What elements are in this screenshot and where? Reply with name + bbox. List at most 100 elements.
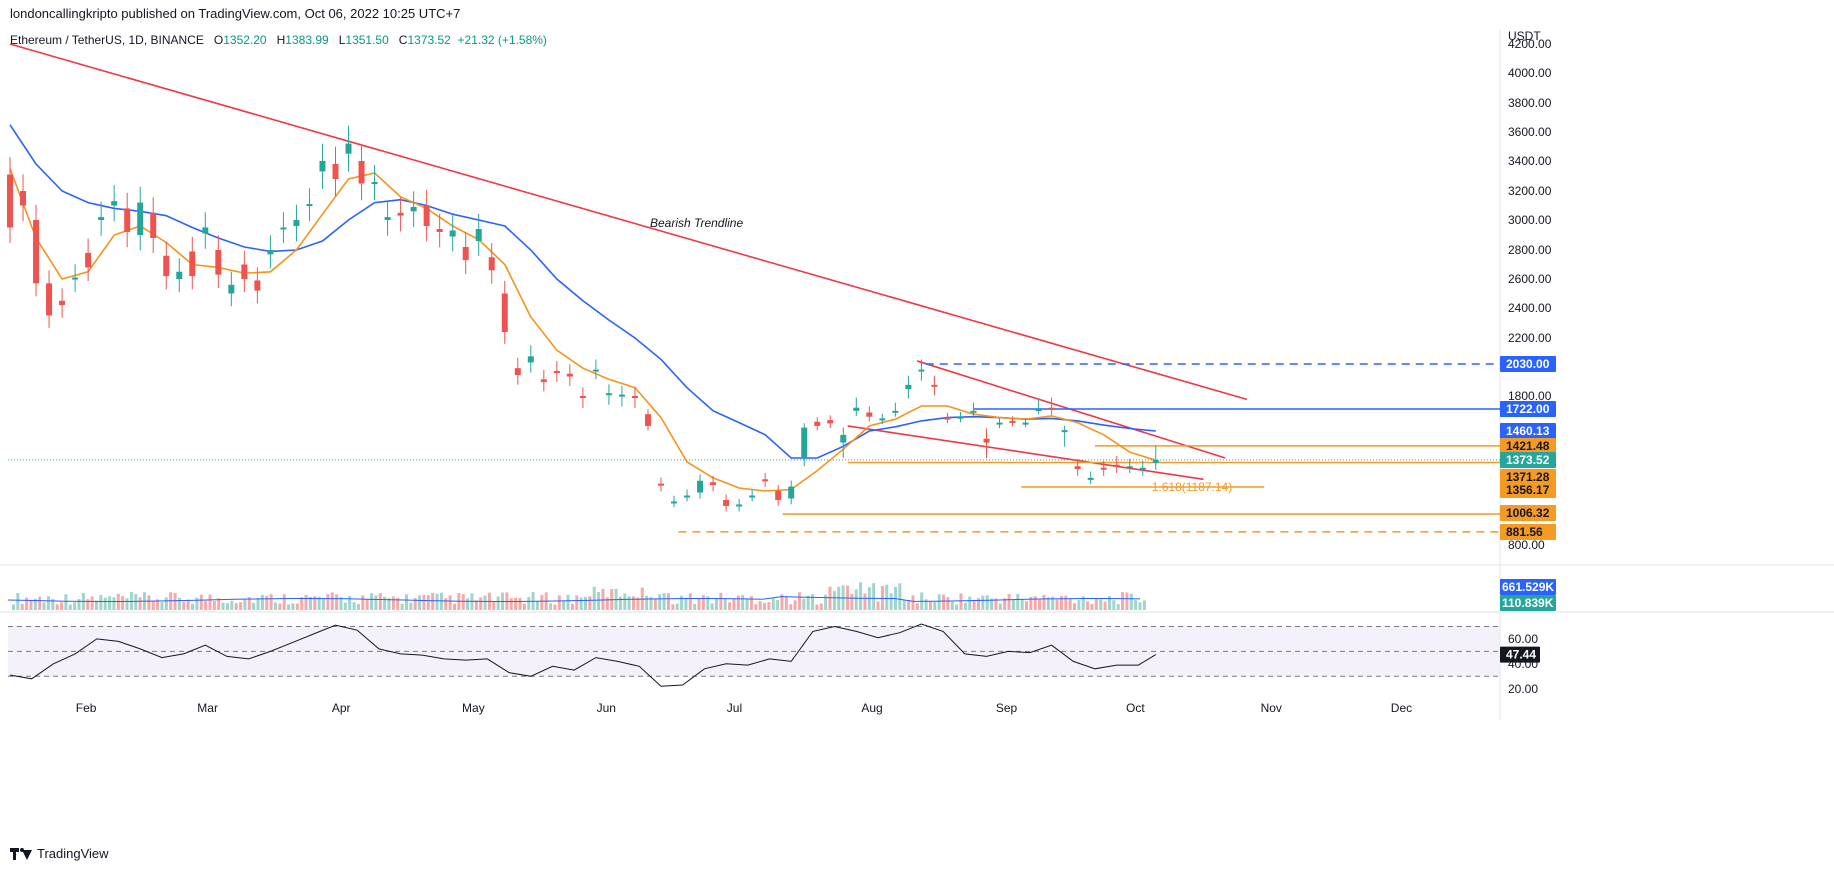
volume-bar [767, 602, 771, 610]
volume-bar [278, 603, 282, 610]
candle-body [1139, 467, 1146, 470]
volume-bar [570, 603, 574, 610]
price-tag-label: 1006.32 [1506, 506, 1550, 520]
volume-bar [343, 602, 347, 610]
volume-bar [998, 603, 1002, 610]
candle-body [85, 252, 92, 268]
time-axis-tick: Jun [597, 701, 616, 715]
volume-bar [409, 602, 413, 610]
candle-body [163, 255, 170, 277]
candle-body [1022, 422, 1029, 425]
price-tag-box [1500, 482, 1556, 498]
time-axis-tick: Oct [1126, 701, 1145, 715]
volume-bar [182, 601, 186, 610]
volume-bar [1025, 601, 1029, 610]
volume-bar [370, 593, 374, 610]
volume-bar [453, 603, 457, 610]
volume-bar [579, 597, 583, 610]
volume-bar [1003, 598, 1007, 610]
volume-bar [199, 594, 203, 610]
volume-bar [160, 602, 164, 610]
volume-bar [418, 595, 422, 610]
volume-bar [549, 603, 553, 610]
volume-tag-box [1500, 579, 1556, 595]
price-axis-tick: 2800.00 [1508, 243, 1552, 257]
volume-bar [815, 604, 819, 610]
rsi-axis-tick: 20.00 [1508, 682, 1538, 696]
volume-bar [46, 596, 50, 610]
volume-bar [666, 593, 670, 610]
volume-bar [632, 596, 636, 610]
volume-bar [955, 604, 959, 610]
volume-bar [789, 604, 793, 610]
volume-tag-box [1500, 595, 1556, 611]
candle-body [228, 284, 235, 294]
volume-bar [103, 597, 107, 610]
volume-bar [828, 586, 832, 610]
candle-body [384, 217, 391, 220]
volume-bar [431, 592, 435, 610]
volume-bar [793, 600, 797, 610]
rsi-value-tag: 47.44 [1500, 646, 1540, 663]
volume-tag-label: 110.839K [1502, 596, 1554, 610]
candle-body [853, 407, 860, 411]
candle-body [33, 220, 40, 284]
volume-bar [863, 593, 867, 610]
volume-bar [1046, 597, 1050, 610]
price-tag-label: 1371.28 [1506, 470, 1550, 484]
volume-bar [217, 598, 221, 610]
candle-body [267, 250, 274, 255]
volume-bar [1138, 602, 1142, 610]
candle-body [957, 416, 964, 419]
volume-bar [356, 604, 360, 610]
volume-bar [749, 596, 753, 610]
candle-body [579, 396, 586, 398]
volume-bar [876, 601, 880, 610]
price-tag-label: 881.56 [1506, 525, 1543, 539]
volume-bar [134, 594, 138, 610]
volume-bar [348, 595, 352, 610]
candle-body [592, 369, 599, 372]
price-tag: 1356.17 [1500, 482, 1556, 498]
volume-bar [719, 592, 723, 610]
volume-bar [234, 603, 238, 610]
volume-bar [522, 603, 526, 610]
volume-bar [994, 598, 998, 610]
volume-bar [553, 604, 557, 610]
volume-bar [850, 593, 854, 610]
volume-tag: 661.529K [1500, 579, 1556, 595]
volume-bar [55, 604, 59, 610]
time-axis-tick: Jul [727, 701, 742, 715]
volume-bar [527, 597, 531, 610]
candle-body [866, 412, 873, 417]
candle-body [293, 220, 300, 226]
volume-bar [426, 595, 430, 610]
candle-body [306, 204, 313, 207]
volume-bar [618, 596, 622, 610]
volume-bar [396, 597, 400, 610]
volume-bar [684, 598, 688, 610]
time-axis-tick: Feb [76, 701, 97, 715]
volume-bar [400, 603, 404, 610]
candle-body [150, 212, 157, 238]
tradingview-branding[interactable]: TradingView [10, 846, 109, 861]
volume-bar [326, 594, 330, 610]
volume-bar [483, 595, 487, 610]
low-label: L [338, 33, 346, 47]
high-label: H [276, 33, 286, 47]
volume-bar [937, 594, 941, 610]
volume-bar [963, 602, 967, 610]
candle-body [1087, 477, 1094, 480]
candle-body [215, 250, 222, 275]
rsi-tag-label: 47.44 [1506, 648, 1536, 662]
candle-body [1100, 467, 1107, 470]
volume-bar [330, 592, 334, 610]
candle-body [618, 394, 625, 397]
price-tag: 1006.32 [1500, 505, 1556, 521]
volume-bar [710, 603, 714, 610]
candle-body [710, 482, 717, 486]
trendline [847, 425, 1204, 481]
volume-bar [658, 594, 662, 610]
volume-bar [675, 603, 679, 610]
